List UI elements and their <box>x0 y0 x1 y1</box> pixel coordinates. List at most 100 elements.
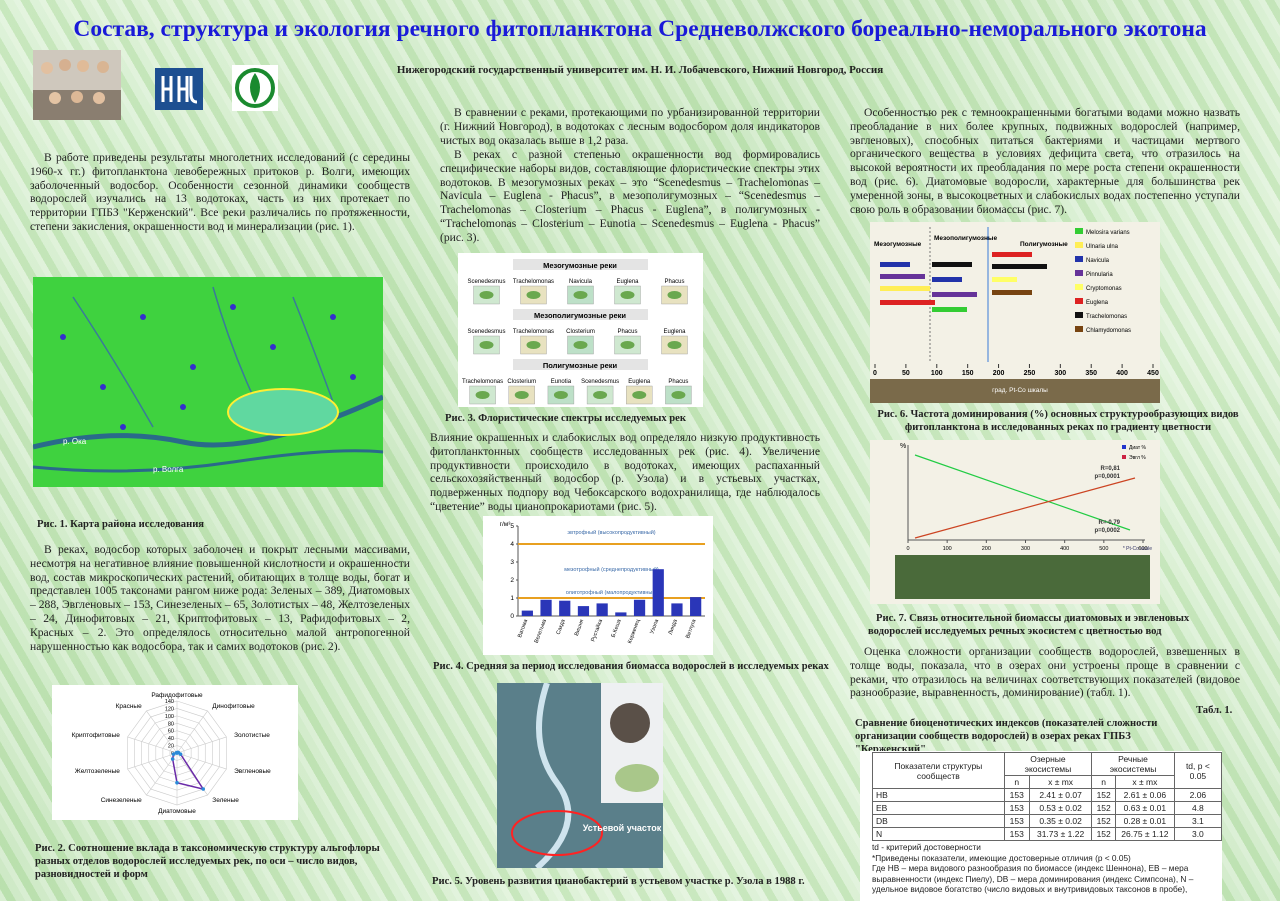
table-cell: 3.0 <box>1173 827 1222 841</box>
x-tick-label: Ватома <box>517 618 529 639</box>
table-row: N 153 31.73 ± 1.22 152 26.75 ± 1.12 3.0 <box>872 827 1222 841</box>
x-tick-label: 50 <box>902 370 910 377</box>
taxon-label: Scenedesmus <box>467 279 505 285</box>
table-cell: 152 <box>1091 801 1117 815</box>
dominance-bar <box>992 252 1032 257</box>
dominance-chart: Мезогумозные Мезополигумозные Полигумозные… <box>870 222 1160 403</box>
bar <box>671 603 683 616</box>
figure-caption: Рис. 3. Флористические спектры исследуем… <box>445 413 686 424</box>
group-banner <box>513 309 648 320</box>
bar <box>559 600 571 616</box>
taxon-label: Phacus <box>617 329 637 335</box>
cell <box>514 391 529 399</box>
x-axis-label: град. Pt-Co шкалы <box>992 387 1048 394</box>
taxon-label: Phacus <box>668 379 688 385</box>
university-logo <box>155 68 203 110</box>
figure-caption: Рис. 1. Карта района исследования <box>37 519 205 530</box>
paragraph: В реках, водосбор которых заболочен и по… <box>30 543 410 653</box>
paragraph: Оценка сложности организации сообществ в… <box>850 645 1240 700</box>
group-label: Полигумозные <box>1020 241 1068 248</box>
dominance-bar <box>932 277 962 282</box>
cell <box>526 341 541 349</box>
paragraph: В сравнении с реками, протекающими по ур… <box>440 106 820 147</box>
bar <box>652 569 664 616</box>
legend-swatch <box>1075 228 1083 234</box>
x-tick-label: 200 <box>982 546 991 552</box>
x-tick-label: 400 <box>1060 546 1069 552</box>
taxon-label: Trachelomonas <box>513 329 554 335</box>
cell <box>475 391 490 399</box>
map-label: р. Волга <box>153 465 184 474</box>
radar-point <box>178 752 183 756</box>
header-cell: td, p < 0.05 <box>1173 752 1222 789</box>
table-row: HB 153 2.41 ± 0.07 152 2.61 ± 0.06 2.06 <box>872 788 1222 802</box>
category-label: Красные <box>116 703 143 710</box>
r-tick-label: 120 <box>165 706 174 712</box>
bar <box>596 603 608 616</box>
stat-label: p=0,0001 <box>1094 474 1120 480</box>
table-cell: 31.73 ± 1.22 <box>1028 827 1093 841</box>
table-cell: DB <box>872 814 1005 828</box>
spoke <box>176 736 227 754</box>
r-tick-label: 140 <box>165 699 174 705</box>
legend-label: Pinnularia <box>1086 272 1113 278</box>
x-tick-label: Вишня <box>574 619 586 637</box>
category-label: Рафидофитовые <box>151 692 203 699</box>
x-tick-label: 600 <box>1138 546 1147 552</box>
table-cell: 26.75 ± 1.12 <box>1115 827 1175 841</box>
table-cell: 153 <box>1003 827 1030 841</box>
legend-label: Trachelomonas <box>1086 314 1127 320</box>
taxon-label: Phacus <box>664 279 684 285</box>
stat-label: R=0,81 <box>1100 466 1120 472</box>
group-banner <box>513 359 648 370</box>
cell <box>479 291 494 299</box>
x-tick-label: 0 <box>906 546 909 552</box>
cell <box>620 291 635 299</box>
table-note: Где HB – мера видового разнообразия по б… <box>872 863 1194 894</box>
figure-caption: Рис. 5. Уровень развития цианобактерий в… <box>432 876 805 887</box>
legend-swatch <box>1122 455 1126 459</box>
table-cell: 152 <box>1091 827 1117 841</box>
category-label: Желтозеленые <box>75 768 121 775</box>
table-cell: 153 <box>1003 801 1030 815</box>
r-tick-label: 40 <box>168 736 174 742</box>
spoke <box>146 710 178 754</box>
cell <box>553 391 568 399</box>
category-label: Зеленые <box>212 797 239 804</box>
table-cell: 2.61 ± 0.06 <box>1115 788 1175 802</box>
table-panel: Показатели структуры сообществ Озерные эк… <box>860 751 1222 901</box>
dominance-bar <box>880 262 910 267</box>
legend-swatch <box>1075 312 1083 318</box>
taxon-label: Euglena <box>663 329 686 335</box>
category-label: Золотистые <box>234 732 270 739</box>
legend-swatch <box>1075 270 1083 276</box>
taxon-label: Trachelomonas <box>462 379 503 385</box>
zone-label: мезотрофный (среднепродуктивный) <box>564 566 659 573</box>
taxon-label: Scenedesmus <box>467 329 505 335</box>
category-label: Эвгленовые <box>234 768 271 775</box>
table-cell: 4.8 <box>1173 801 1222 815</box>
subheader-cell: n <box>1003 775 1030 789</box>
table-notes: td - критерий достоверности *Приведены по… <box>860 841 1222 896</box>
photo-strip <box>870 379 1160 403</box>
cell <box>632 391 647 399</box>
header-cell: Речные экосистемы <box>1091 752 1175 776</box>
bar <box>577 606 590 616</box>
y-axis-label: % <box>900 443 906 450</box>
table-cell: 2.41 ± 0.07 <box>1028 788 1093 802</box>
legend-label: Cryptomonas <box>1086 286 1122 292</box>
cell <box>479 341 494 349</box>
dominance-bar <box>932 262 972 267</box>
paragraph: Особенностью рек с темноокрашенными бога… <box>850 106 1240 216</box>
y-tick-label: 5 <box>510 523 514 530</box>
taxon-label: Trachelomonas <box>513 279 554 285</box>
table-cell: 152 <box>1091 814 1117 828</box>
subheader-cell: n <box>1091 775 1117 789</box>
stat-label: R=-0,79 <box>1098 520 1120 526</box>
header-cell: Озерные экосистемы <box>1003 752 1093 776</box>
dominance-bar <box>992 290 1032 295</box>
r-tick-label: 60 <box>168 729 174 735</box>
photo-label: Устьевой участок <box>583 823 662 833</box>
legend-swatch <box>1075 326 1083 332</box>
x-tick-label: 450 <box>1147 370 1159 377</box>
